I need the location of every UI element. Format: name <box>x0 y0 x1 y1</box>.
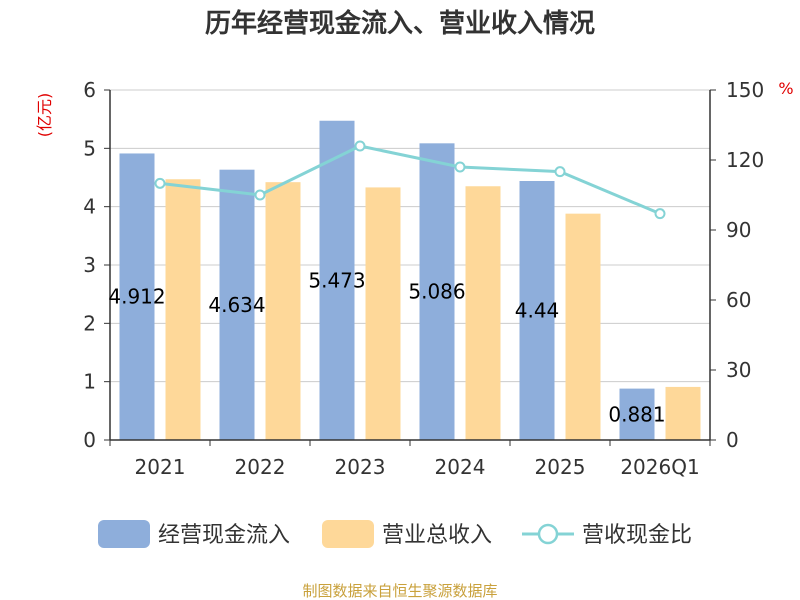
right-tick-label: 0 <box>726 428 739 452</box>
line-series <box>154 140 666 220</box>
cash-inflow-bar <box>219 169 255 440</box>
x-tick-label: 2025 <box>535 455 586 479</box>
ratio-point <box>654 208 666 220</box>
left-axis-unit: (亿元) <box>35 93 54 138</box>
legend-label-cash-inflow: 经营现金流入 <box>158 523 290 548</box>
right-tick-label: 120 <box>726 148 764 172</box>
legend-swatch-ratio-marker <box>537 523 559 545</box>
legend: 经营现金流入 营业总收入 营收现金比 <box>98 520 692 548</box>
cash-inflow-bar <box>519 181 555 440</box>
cash-inflow-bar <box>319 120 355 440</box>
x-tick-label: 2023 <box>335 455 386 479</box>
revenue-bar <box>665 386 701 440</box>
revenue-bar <box>365 187 401 440</box>
right-tick-label: 30 <box>726 358 751 382</box>
right-tick-label: 60 <box>726 288 751 312</box>
ratio-point <box>554 166 566 178</box>
gridlines <box>110 89 710 383</box>
cash-inflow-bar <box>619 388 655 440</box>
ratio-point <box>154 177 166 189</box>
legend-swatch-cash-inflow <box>98 520 150 548</box>
source-note: 制图数据来自恒生聚源数据库 <box>302 582 497 600</box>
bar-series <box>119 120 701 441</box>
data-labels: 4.912 4.634 5.473 5.086 4.44 0.881 <box>108 268 665 426</box>
cash-inflow-bar <box>119 153 155 440</box>
left-tick-label: 5 <box>83 136 96 160</box>
left-tick-label: 3 <box>83 253 96 277</box>
left-tick-label: 0 <box>83 428 96 452</box>
cash-inflow-data-label: 5.086 <box>408 280 465 304</box>
revenue-bar <box>565 213 601 440</box>
legend-label-ratio: 营收现金比 <box>582 523 692 548</box>
ratio-point <box>454 161 466 173</box>
x-tick-label: 2026Q1 <box>620 455 699 479</box>
cash-inflow-data-label: 4.634 <box>208 293 265 317</box>
x-tick-label: 2024 <box>435 455 486 479</box>
ratio-line <box>159 144 661 216</box>
revenue-bar <box>465 186 501 440</box>
ratio-point <box>254 189 266 201</box>
cash-inflow-data-label: 0.881 <box>608 402 665 426</box>
revenue-bar <box>265 182 301 440</box>
x-tick-label: 2022 <box>235 455 286 479</box>
left-tick-label: 4 <box>83 195 96 219</box>
left-tick-label: 6 <box>83 78 96 102</box>
legend-label-revenue: 营业总收入 <box>382 523 492 548</box>
left-tick-label: 1 <box>83 370 96 394</box>
revenue-bar <box>165 179 201 440</box>
ratio-point <box>354 140 366 152</box>
right-tick-label: 150 <box>726 78 764 102</box>
chart-title: 历年经营现金流入、营业收入情况 <box>205 8 595 39</box>
cash-inflow-data-label: 5.473 <box>308 268 365 292</box>
cash-inflow-data-label: 4.912 <box>108 285 165 309</box>
right-tick-label: 90 <box>726 218 751 242</box>
right-axis-unit: % <box>778 79 793 98</box>
x-tick-label: 2021 <box>135 455 186 479</box>
cash-inflow-bar <box>419 143 455 441</box>
cash-inflow-data-label: 4.44 <box>515 299 560 323</box>
left-tick-label: 2 <box>83 311 96 335</box>
legend-swatch-revenue <box>322 520 374 548</box>
